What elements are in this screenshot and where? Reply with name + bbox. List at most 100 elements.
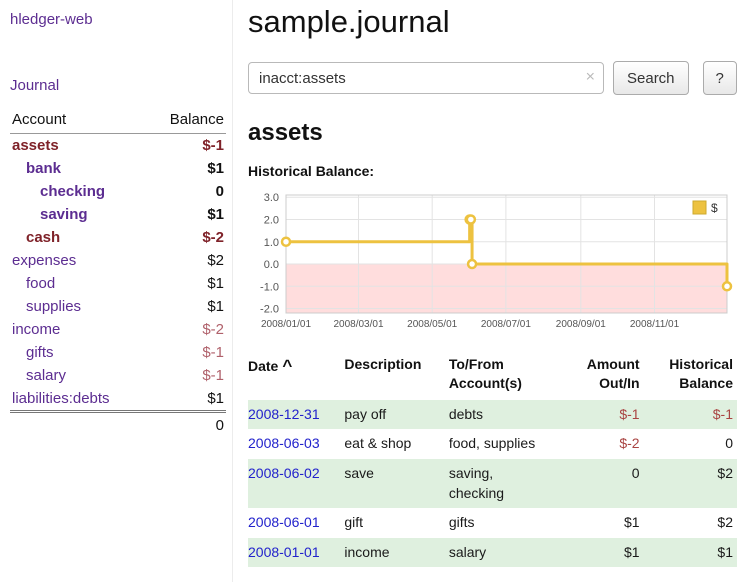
account-link[interactable]: supplies — [26, 298, 82, 315]
svg-text:-1.0: -1.0 — [260, 281, 279, 293]
account-balance: $1 — [207, 298, 224, 315]
register-amount: $1 — [624, 543, 640, 560]
account-row: bank $1 — [10, 157, 226, 180]
register-date-link[interactable]: 2008-06-03 — [248, 435, 320, 452]
account-link[interactable]: assets — [12, 137, 59, 154]
account-row: liabilities:debts $1 — [10, 387, 226, 412]
account-link[interactable]: bank — [26, 160, 62, 177]
account-balance: $-1 — [202, 137, 224, 154]
register-balance: $-1 — [712, 405, 733, 422]
register-description: eat & shop — [344, 435, 412, 452]
search-button[interactable]: Search — [613, 61, 689, 95]
svg-text:2.0: 2.0 — [264, 214, 279, 226]
account-row: salary $-1 — [10, 364, 226, 387]
account-row: supplies $1 — [10, 295, 226, 318]
register-balance: $1 — [717, 543, 733, 560]
account-balance: $-1 — [202, 367, 224, 384]
accounts-header-balance: Balance — [149, 111, 226, 134]
account-link[interactable]: salary — [26, 367, 67, 384]
account-balance: 0 — [215, 183, 224, 200]
account-row: income $-2 — [10, 318, 226, 341]
register-balance: $2 — [717, 514, 733, 531]
sidebar: hledger-web Journal Account Balance asse… — [0, 0, 233, 582]
register-header-date[interactable]: Date ^ — [248, 356, 293, 375]
main-content: sample.journal × Search ? assets Histori… — [233, 0, 742, 582]
register-row: 2008-06-03 eat & shop food, supplies $-2 0 — [248, 429, 737, 459]
register-amount: $-2 — [619, 435, 640, 452]
register-row: 2008-01-01 income salary $1 $1 — [248, 537, 737, 568]
register-header-accounts: To/From Account(s) — [448, 356, 522, 391]
account-link[interactable]: liabilities:debts — [12, 390, 110, 407]
svg-text:2008/07/01: 2008/07/01 — [481, 319, 531, 330]
svg-text:1.0: 1.0 — [264, 237, 279, 249]
chart-title: Historical Balance: — [248, 163, 375, 179]
svg-text:2008/09/01: 2008/09/01 — [556, 319, 606, 330]
register-date-link[interactable]: 2008-12-31 — [248, 405, 320, 422]
accounts-header-account: Account — [10, 111, 150, 134]
account-balance: $1 — [207, 275, 224, 292]
account-row: assets $-1 — [10, 134, 226, 158]
register-date-link[interactable]: 2008-06-01 — [248, 514, 320, 531]
historical-balance-chart[interactable]: 3.0 2.0 1.0 0.0 -1.0 -2.0 2008/01/01 2008/03/01… — [248, 185, 737, 337]
register-row: 2008-12-31 pay off debts $-1 $-1 — [248, 399, 737, 430]
register-description: pay off — [344, 405, 387, 422]
account-row: saving $1 — [10, 203, 226, 226]
svg-text:$: $ — [711, 201, 718, 215]
account-link[interactable]: food — [26, 275, 56, 292]
register-amount: $-1 — [619, 405, 640, 422]
register-accounts: gifts — [448, 514, 475, 531]
account-heading: assets — [248, 119, 323, 146]
register-balance: 0 — [725, 435, 733, 452]
register-table: Date ^ Description To/From Account(s) Amo… — [248, 353, 737, 568]
accounts-total-row: 0 — [10, 410, 226, 437]
account-row: food $1 — [10, 272, 226, 295]
account-link[interactable]: saving — [40, 206, 88, 223]
help-button[interactable]: ? — [702, 61, 737, 95]
account-link[interactable]: cash — [26, 229, 61, 246]
journal-link[interactable]: Journal — [10, 77, 60, 94]
svg-text:2008/03/01: 2008/03/01 — [333, 319, 383, 330]
account-balance: $2 — [207, 252, 224, 269]
account-link[interactable]: expenses — [12, 252, 77, 269]
account-row: gifts $-1 — [10, 341, 226, 364]
account-balance: $-2 — [202, 229, 224, 246]
account-link[interactable]: income — [12, 321, 61, 338]
account-link[interactable]: checking — [40, 183, 106, 200]
account-balance: $1 — [207, 206, 224, 223]
page-title: sample.journal — [248, 4, 450, 39]
register-description: save — [344, 464, 374, 481]
app-title-link[interactable]: hledger-web — [10, 11, 93, 28]
register-row: 2008-06-02 save saving, checking 0 $2 — [248, 458, 737, 509]
register-header-amount: Amount Out/In — [586, 356, 640, 391]
search-field-wrap: × — [248, 62, 604, 94]
register-amount: 0 — [631, 464, 640, 481]
account-balance: $1 — [207, 160, 224, 177]
register-accounts: food, supplies — [448, 435, 536, 452]
account-row: expenses $2 — [10, 249, 226, 272]
register-accounts: debts — [448, 405, 484, 422]
register-accounts: saving, checking — [448, 464, 505, 501]
register-date-link[interactable]: 2008-06-02 — [248, 464, 320, 481]
register-description: gift — [344, 514, 364, 531]
account-link[interactable]: gifts — [26, 344, 54, 361]
svg-text:2008/05/01: 2008/05/01 — [407, 319, 457, 330]
svg-text:2008/11/01: 2008/11/01 — [630, 319, 680, 330]
svg-text:-2.0: -2.0 — [260, 304, 279, 316]
account-balance: $-2 — [202, 321, 224, 338]
search-form: × Search ? — [248, 61, 737, 95]
register-date-link[interactable]: 2008-01-01 — [248, 543, 320, 560]
clear-search-icon[interactable]: × — [585, 68, 595, 86]
account-balance: $-1 — [202, 344, 224, 361]
search-input[interactable] — [248, 62, 604, 94]
register-row: 2008-06-01 gift gifts $1 $2 — [248, 508, 737, 538]
sort-ascending-icon: ^ — [282, 356, 293, 375]
svg-text:0.0: 0.0 — [264, 259, 279, 271]
svg-text:2008/01/01: 2008/01/01 — [261, 319, 311, 330]
register-amount: $1 — [624, 514, 640, 531]
accounts-table: Account Balance assets $-1 bank $1 checking 0… — [10, 111, 226, 437]
register-balance: $2 — [717, 464, 733, 481]
account-row: cash $-2 — [10, 226, 226, 249]
register-header-description: Description — [344, 356, 422, 372]
accounts-total-value: 0 — [149, 410, 226, 437]
